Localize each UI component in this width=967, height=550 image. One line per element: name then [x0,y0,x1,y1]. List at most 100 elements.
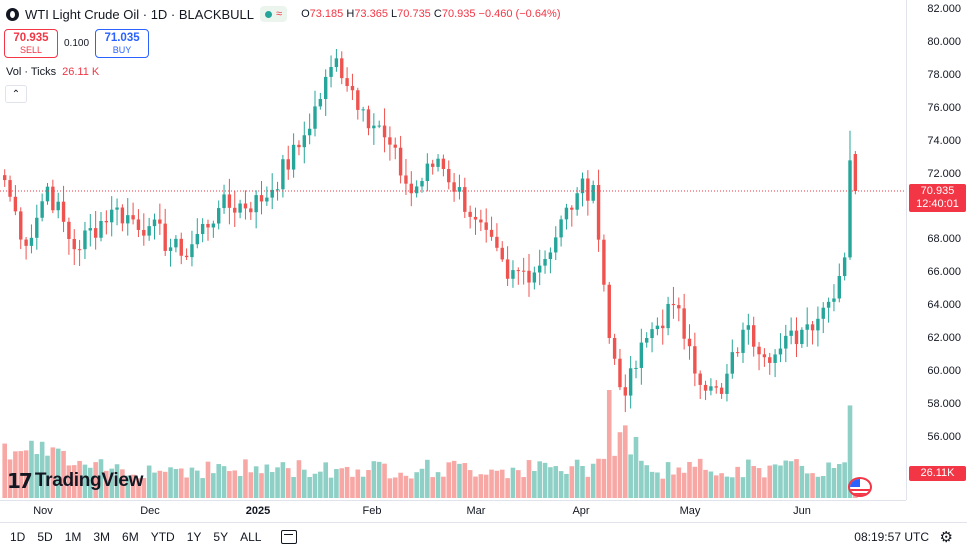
volume-bar [50,447,56,498]
volume-bar [697,458,703,498]
volume-bar [248,472,254,498]
candle-body [350,86,355,91]
volume-bar [451,460,457,498]
candle-body [158,219,162,224]
utc-clock[interactable]: 08:19:57 UTC [854,529,929,544]
sell-button[interactable]: 70.935 SELL [4,29,58,58]
price-axis[interactable]: 82.00080.00078.00076.00074.00072.00070.0… [906,0,967,500]
volume-bar [606,390,612,498]
candle-body [8,180,12,197]
candle-body [757,346,761,355]
volume-bar [740,477,746,498]
candle-body [147,226,151,236]
market-status-badge[interactable]: ≈ [260,6,288,22]
candle-body [778,348,783,355]
time-tick: 2025 [245,505,271,517]
candle-body [586,178,590,201]
volume-bar [842,462,847,498]
volume-legend[interactable]: Vol · Ticks 26.11 K [6,66,99,78]
time-axis[interactable]: Nov Dec 2025 Feb Mar Apr May Jun [0,500,906,522]
volume-bar [307,476,312,498]
volume-bar [189,467,195,498]
last-price-value: 70.935 [920,185,955,198]
volume-bar [120,469,125,498]
candle-body [832,298,836,302]
volume-bar [623,425,628,498]
candle-body [104,221,109,223]
chart-area[interactable]: WTI Light Crude Oil · 1D · BLACKBULL ≈ O… [0,0,906,500]
symbol-title[interactable]: WTI Light Crude Oil · 1D · BLACKBULL [25,6,255,22]
volume-bar [130,474,136,498]
candle-body [666,303,670,329]
volume-bar [419,468,425,498]
candle-body [591,185,595,201]
timeframe-ytd[interactable]: YTD [150,529,175,544]
tradingview-watermark[interactable]: 17 TradingView [7,469,143,493]
candle-body [607,284,611,338]
candle-body [99,221,103,238]
candle-body [163,223,167,251]
volume-bar [302,469,307,498]
timeframe-3m[interactable]: 3M [93,529,111,544]
volume-bar [532,470,537,498]
candle-body [227,194,232,208]
tradingview-wordmark: TradingView [34,470,144,491]
candle-body [168,247,173,251]
candle-body [773,354,777,363]
wave-icon: ≈ [276,8,283,20]
timeframe-5d[interactable]: 5D [37,529,53,544]
volume-bar [499,469,505,498]
volume-bar [414,472,419,498]
candle-body [56,201,60,211]
collapse-legend-button[interactable]: ⌃ [5,85,27,103]
candle-body [302,135,306,148]
volume-bar [505,478,510,498]
volume-bar [473,476,478,498]
timeframe-5y[interactable]: 5Y [213,529,229,544]
candle-body [275,189,280,191]
volume-bar [837,464,842,498]
candle-body [602,239,606,285]
volume-bar [703,469,708,498]
candle-body [709,386,713,391]
time-tick: Jun [793,505,811,517]
volume-bar [275,467,280,498]
buy-button[interactable]: 71.035 BUY [95,29,150,58]
volume-bar [104,470,109,498]
volume-bar [360,476,366,498]
calendar-icon[interactable] [281,529,298,544]
volume-bar [39,441,45,498]
timeframe-1d[interactable]: 1D [10,529,26,544]
timeframe-all[interactable]: ALL [240,529,262,544]
price-tick: 68.000 [927,233,961,246]
candle-body [340,58,344,79]
volume-bar [323,462,328,498]
volume-bar [409,478,414,498]
timeframe-1y[interactable]: 1Y [186,529,202,544]
volume-bar [216,464,221,498]
volume-bar [788,461,794,498]
timeframe-6m[interactable]: 6M [122,529,139,544]
candle-body [243,203,248,209]
volume-bar [762,477,767,498]
volume-bar [692,466,698,498]
volume-legend-label: Vol · Ticks [6,66,57,78]
candle-body [479,219,483,223]
volume-bar [184,477,189,498]
candle-body [356,90,360,110]
candle-body [366,109,371,129]
candle-body [77,249,82,251]
volume-bar [18,451,24,498]
candle-body [725,373,729,394]
tradingview-logo-icon: 17 [7,469,33,493]
volume-bar [478,474,484,498]
volume-bar [585,476,591,498]
volume-bar [23,450,29,498]
gear-icon[interactable]: ⚙ [939,528,953,546]
us-flag-icon[interactable] [848,477,872,497]
candle-body [120,207,125,224]
volume-bar [280,462,286,498]
volume-bar [831,467,837,498]
candlestick-chart[interactable] [0,0,906,500]
timeframe-1m[interactable]: 1M [64,529,82,544]
